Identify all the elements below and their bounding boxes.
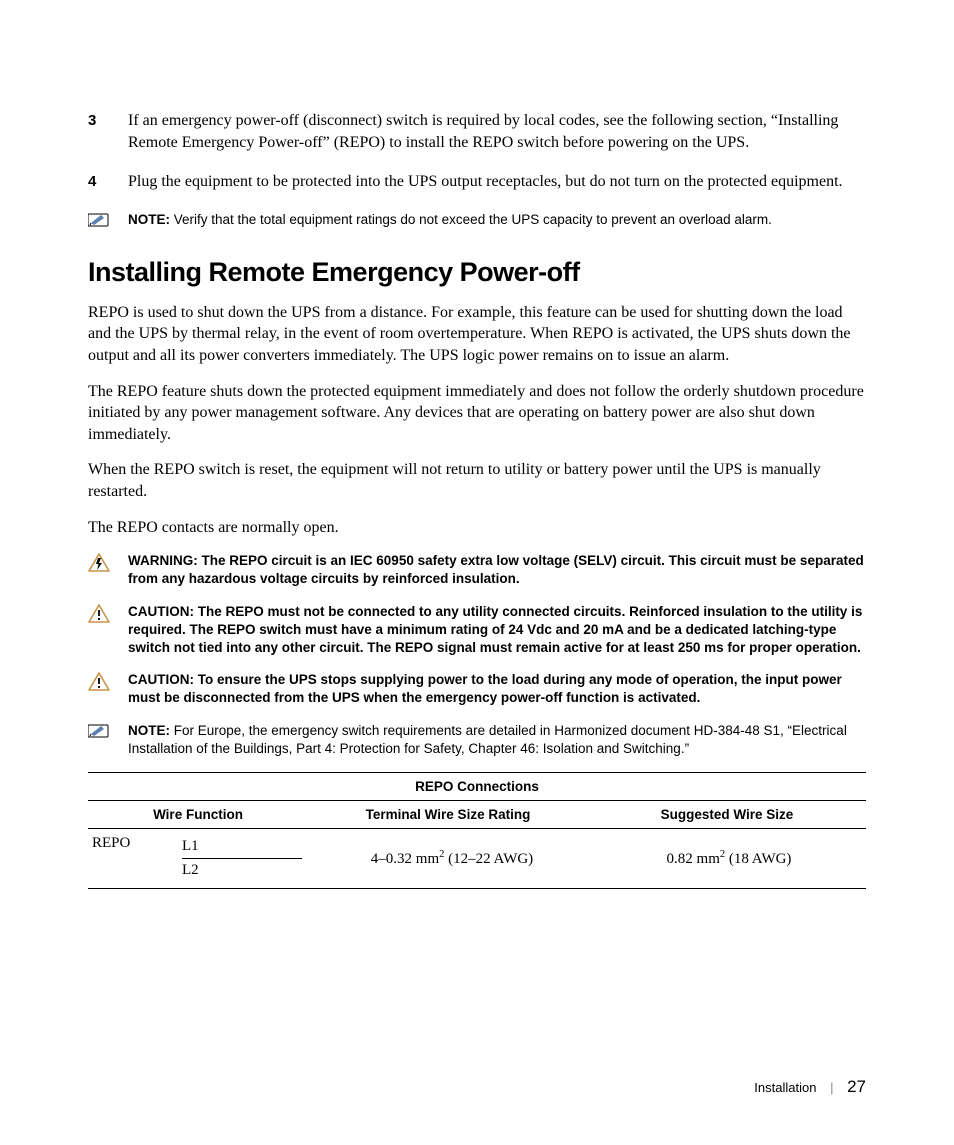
body-paragraph: When the REPO switch is reset, the equip… <box>88 459 866 502</box>
warning-callout: WARNING: The REPO circuit is an IEC 6095… <box>88 552 866 588</box>
footer-section: Installation <box>754 1080 816 1095</box>
table-cell: 4–0.32 mm2 (12–22 AWG) <box>312 829 592 888</box>
caution-lead: CAUTION: <box>128 604 194 619</box>
note-lead: NOTE: <box>128 212 170 227</box>
table-cell: REPO L1 L2 <box>88 829 312 888</box>
caution-text: CAUTION: The REPO must not be connected … <box>128 603 866 658</box>
step-text: Plug the equipment to be protected into … <box>128 171 843 193</box>
section-heading: Installing Remote Emergency Power-off <box>88 257 866 288</box>
table-header-cell: Terminal Wire Size Rating <box>308 801 588 828</box>
warning-body: The REPO circuit is an IEC 60950 safety … <box>128 553 864 586</box>
table-title: REPO Connections <box>88 772 866 800</box>
body-paragraph: The REPO feature shuts down the protecte… <box>88 381 866 446</box>
caution-body: To ensure the UPS stops supplying power … <box>128 672 842 705</box>
warning-text: WARNING: The REPO circuit is an IEC 6095… <box>128 552 866 588</box>
table-cell: 0.82 mm2 (18 AWG) <box>592 829 866 888</box>
note-text: NOTE: For Europe, the emergency switch r… <box>128 722 866 758</box>
suggested-size: 0.82 mm2 (18 AWG) <box>667 849 792 868</box>
body-paragraph: The REPO contacts are normally open. <box>88 517 866 539</box>
caution-callout: CAUTION: The REPO must not be connected … <box>88 603 866 658</box>
caution-icon <box>88 603 128 629</box>
note-body: For Europe, the emergency switch require… <box>128 723 847 756</box>
terminal-rating: 4–0.32 mm2 (12–22 AWG) <box>371 849 533 868</box>
caution-text: CAUTION: To ensure the UPS stops supplyi… <box>128 671 866 707</box>
step-item: 4 Plug the equipment to be protected int… <box>88 171 866 193</box>
page-footer: Installation | 27 <box>754 1077 866 1097</box>
wire-line-label: L1 <box>182 835 302 859</box>
note-body: Verify that the total equipment ratings … <box>170 212 772 227</box>
step-number: 4 <box>88 171 128 193</box>
warning-bolt-icon <box>88 552 128 578</box>
caution-icon <box>88 671 128 697</box>
warning-lead: WARNING: <box>128 553 198 568</box>
repo-connections-table: REPO Connections Wire Function Terminal … <box>88 772 866 889</box>
note-lead: NOTE: <box>128 723 170 738</box>
page-number: 27 <box>847 1077 866 1096</box>
caution-callout: CAUTION: To ensure the UPS stops supplyi… <box>88 671 866 707</box>
note-pencil-icon <box>88 211 128 233</box>
step-item: 3 If an emergency power-off (disconnect)… <box>88 110 866 153</box>
footer-separator: | <box>830 1080 833 1095</box>
table-body-row: REPO L1 L2 4–0.32 mm2 (12–22 AWG) 0.82 m… <box>88 829 866 889</box>
note-callout: NOTE: For Europe, the emergency switch r… <box>88 722 866 758</box>
table-header-cell: Wire Function <box>88 801 308 828</box>
step-text: If an emergency power-off (disconnect) s… <box>128 110 866 153</box>
caution-body: The REPO must not be connected to any ut… <box>128 604 862 655</box>
wire-line-label: L2 <box>182 859 302 882</box>
document-page: 3 If an emergency power-off (disconnect)… <box>0 0 954 1145</box>
table-header-row: Wire Function Terminal Wire Size Rating … <box>88 800 866 829</box>
wire-function-label: REPO <box>92 835 182 882</box>
caution-lead: CAUTION: <box>128 672 194 687</box>
note-pencil-icon <box>88 722 128 744</box>
table-header-cell: Suggested Wire Size <box>588 801 866 828</box>
body-paragraph: REPO is used to shut down the UPS from a… <box>88 302 866 367</box>
wire-lines: L1 L2 <box>182 835 302 882</box>
note-text: NOTE: Verify that the total equipment ra… <box>128 211 772 229</box>
step-number: 3 <box>88 110 128 153</box>
note-callout: NOTE: Verify that the total equipment ra… <box>88 211 866 233</box>
